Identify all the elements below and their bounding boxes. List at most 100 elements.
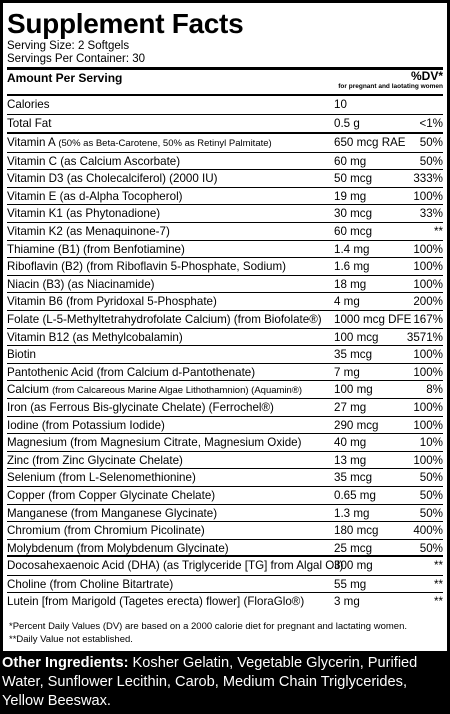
nutrient-dv: 50%	[419, 506, 443, 520]
nutrient-name: Vitamin K2 (as Menaquinone-7)	[7, 223, 170, 241]
nutrient-row: Vitamin A (50% as Beta-Carotene, 50% as …	[7, 134, 443, 152]
nutrient-dv: 50%	[419, 154, 443, 168]
nutrient-name: Biotin	[7, 346, 36, 364]
nutrient-name: Chromium (from Chromium Picolinate)	[7, 522, 205, 540]
nutrient-amount: 1.3 mg	[334, 506, 370, 520]
nutrient-dv: 333%	[413, 172, 443, 186]
nutrient-name: Vitamin K1 (as Phytonadione)	[7, 205, 160, 223]
nutrient-amount: 30 mcg	[334, 207, 373, 221]
nutrient-amount: 100 mg	[334, 383, 373, 397]
nutrient-amount: 3 mg	[334, 595, 360, 609]
nutrient-row: Pantothenic Acid (from Calcium d-Pantoth…	[7, 362, 443, 382]
nutrient-amount: 60 mcg	[334, 225, 373, 238]
nutrient-dv: 100%	[413, 365, 443, 379]
nutrient-row: Chromium (from Chromium Picolinate) 180 m…	[7, 521, 443, 540]
amount-per-serving-header: Amount Per Serving	[7, 71, 123, 85]
footnote-dv: *Percent Daily Values (DV) are based on …	[9, 621, 407, 632]
nutrient-name-text: Calcium	[7, 383, 53, 397]
nutrient-name-text: Vitamin K2 (as Menaquinone-7)	[7, 225, 170, 238]
nutrient-dv: 100%	[413, 401, 443, 414]
thick-divider-top	[7, 67, 443, 70]
nutrient-row: Choline (from Choline Bitartrate) 55 mg **	[7, 574, 443, 594]
nutrient-dv: 50%	[419, 471, 443, 485]
other-ingredients-text: Kosher Gelatin, Vegetable Glycerin, Puri…	[2, 655, 418, 709]
nutrient-amount: 19 mg	[334, 189, 367, 203]
nutrient-amount: 0.5 g	[334, 116, 360, 130]
nutrient-dv: 10%	[419, 436, 443, 450]
nutrient-name: Total Fat	[7, 115, 51, 133]
nutrient-name: Calories	[7, 96, 50, 114]
dv-note: for pregnant and laotating women	[338, 83, 443, 90]
panel-title: Supplement Facts	[7, 8, 244, 39]
nutrient-dv: 50%	[419, 136, 443, 149]
nutrient-row: Copper (from Copper Glycinate Chelate) 0.…	[7, 486, 443, 505]
nutrient-amount: 1.6 mg	[334, 260, 370, 274]
nutrient-row: Iron (as Ferrous Bis-glycinate Chelate) …	[7, 398, 443, 417]
nutrient-name-text: Lutein [from Marigold (Tagetes erecta) f…	[7, 595, 305, 609]
nutrient-amount: 13 mg	[334, 453, 367, 467]
nutrient-row: Vitamin C (as Calcium Ascorbate) 60 mg 50%	[7, 151, 443, 171]
nutrient-amount: 50 mcg	[334, 172, 373, 186]
nutrient-name-text: Selenium (from L-Selenomethionine)	[7, 471, 196, 485]
nutrient-amount: 35 mcg	[334, 348, 373, 362]
nutrient-name-text: Vitamin C (as Calcium Ascorbate)	[7, 154, 181, 168]
nutrient-name-text: Zinc (from Zinc Glycinate Chelate)	[7, 453, 183, 467]
nutrient-name: Vitamin B12 (as Methylcobalamin)	[7, 329, 183, 347]
nutrient-row: Zinc (from Zinc Glycinate Chelate) 13 mg 1…	[7, 450, 443, 470]
nutrient-name-text: Magnesium (from Magnesium Citrate, Magne…	[7, 436, 302, 450]
nutrient-amount: 25 mcg	[334, 541, 373, 555]
nutrient-name-text: Iodine (from Potassium Iodide)	[7, 418, 165, 432]
nutrient-row: Calories 10	[7, 96, 443, 114]
nutrient-dv: **	[433, 559, 443, 572]
nutrient-name-text: Thiamine (B1) (from Benfotiamine)	[7, 242, 185, 256]
nutrient-dv: **	[433, 225, 443, 238]
nutrient-row: Selenium (from L-Selenomethionine) 35 mcg…	[7, 468, 443, 487]
nutrient-row: Docosahexaenoic Acid (DHA) (as Triglycer…	[7, 557, 443, 575]
nutrient-amount: 55 mg	[334, 577, 367, 591]
thick-divider-header	[7, 94, 443, 96]
nutrient-name: Choline (from Choline Bitartrate)	[7, 576, 173, 594]
nutrient-amount: 650 mcg RAE	[334, 136, 406, 149]
nutrient-dv: 100%	[413, 189, 443, 203]
nutrient-name: Vitamin B6 (from Pyridoxal 5-Phosphate)	[7, 293, 217, 311]
nutrient-amount: 300 mg	[334, 559, 373, 572]
nutrient-amount: 40 mg	[334, 436, 367, 450]
nutrient-dv: **	[433, 577, 443, 591]
nutrient-name: Vitamin D3 (as Cholecalciferol) (2000 IU…	[7, 170, 218, 188]
nutrient-name: Magnesium (from Magnesium Citrate, Magne…	[7, 434, 301, 452]
nutrient-amount: 100 mcg	[334, 330, 379, 344]
nutrient-name-text: Riboflavin (B2) (from Riboflavin 5-Phosp…	[7, 260, 287, 274]
nutrient-row: Folate (L-5-Methyltetrahydrofolate Calci…	[7, 310, 443, 329]
nutrient-amount: 1000 mcg DFE	[334, 313, 412, 326]
nutrient-amount: 290 mcg	[334, 418, 379, 432]
nutrient-row: Vitamin B6 (from Pyridoxal 5-Phosphate) 4…	[7, 292, 443, 311]
nutrient-name: Iron (as Ferrous Bis-glycinate Chelate) …	[7, 399, 274, 417]
nutrient-name: Niacin (B3) (as Niacinamide)	[7, 276, 155, 294]
nutrient-name-text: Choline (from Choline Bitartrate)	[7, 577, 174, 591]
nutrient-name: Molybdenum (from Molybdenum Glycinate)	[7, 540, 229, 558]
nutrient-row: Lutein [from Marigold (Tagetes erecta) f…	[7, 592, 443, 611]
nutrient-dv: 8%	[426, 383, 443, 397]
nutrient-row: Calcium (from Calcareous Marine Algae Li…	[7, 380, 443, 399]
nutrient-name-text: Molybdenum (from Molybdenum Glycinate)	[7, 541, 229, 555]
nutrient-dv: 3571%	[406, 330, 443, 344]
nutrient-name-text: Pantothenic Acid (from Calcium d-Pantoth…	[7, 365, 256, 379]
nutrient-dv: 33%	[419, 207, 443, 221]
nutrient-name: Calcium (from Calcareous Marine Algae Li…	[7, 381, 302, 400]
nutrient-name: Vitamin E (as d-Alpha Tocopherol)	[7, 188, 183, 206]
nutrient-name: Vitamin A (50% as Beta-Carotene, 50% as …	[7, 134, 272, 153]
nutrient-amount: 0.65 mg	[334, 489, 376, 502]
nutrient-dv: 50%	[419, 489, 443, 502]
nutrient-row: Vitamin E (as d-Alpha Tocopherol) 19 mg 10…	[7, 186, 443, 206]
nutrient-row: Molybdenum (from Molybdenum Glycinate) 25…	[7, 538, 443, 558]
nutrient-dv: 167%	[413, 313, 443, 326]
nutrient-row: Manganese (from Manganese Glycinate) 1.3 …	[7, 503, 443, 523]
nutrient-name: Thiamine (B1) (from Benfotiamine)	[7, 241, 185, 259]
thick-divider-group3	[7, 555, 443, 557]
nutrient-name: Zinc (from Zinc Glycinate Chelate)	[7, 452, 183, 470]
nutrient-name-text: Manganese (from Manganese Glycinate)	[7, 506, 218, 520]
nutrient-name-text: Vitamin D3 (as Cholecalciferol) (2000 IU…	[7, 172, 218, 186]
nutrient-name-text: Vitamin B6 (from Pyridoxal 5-Phosphate)	[7, 295, 217, 309]
nutrient-dv: 100%	[413, 453, 443, 467]
dv-label: %DV*	[410, 69, 443, 83]
